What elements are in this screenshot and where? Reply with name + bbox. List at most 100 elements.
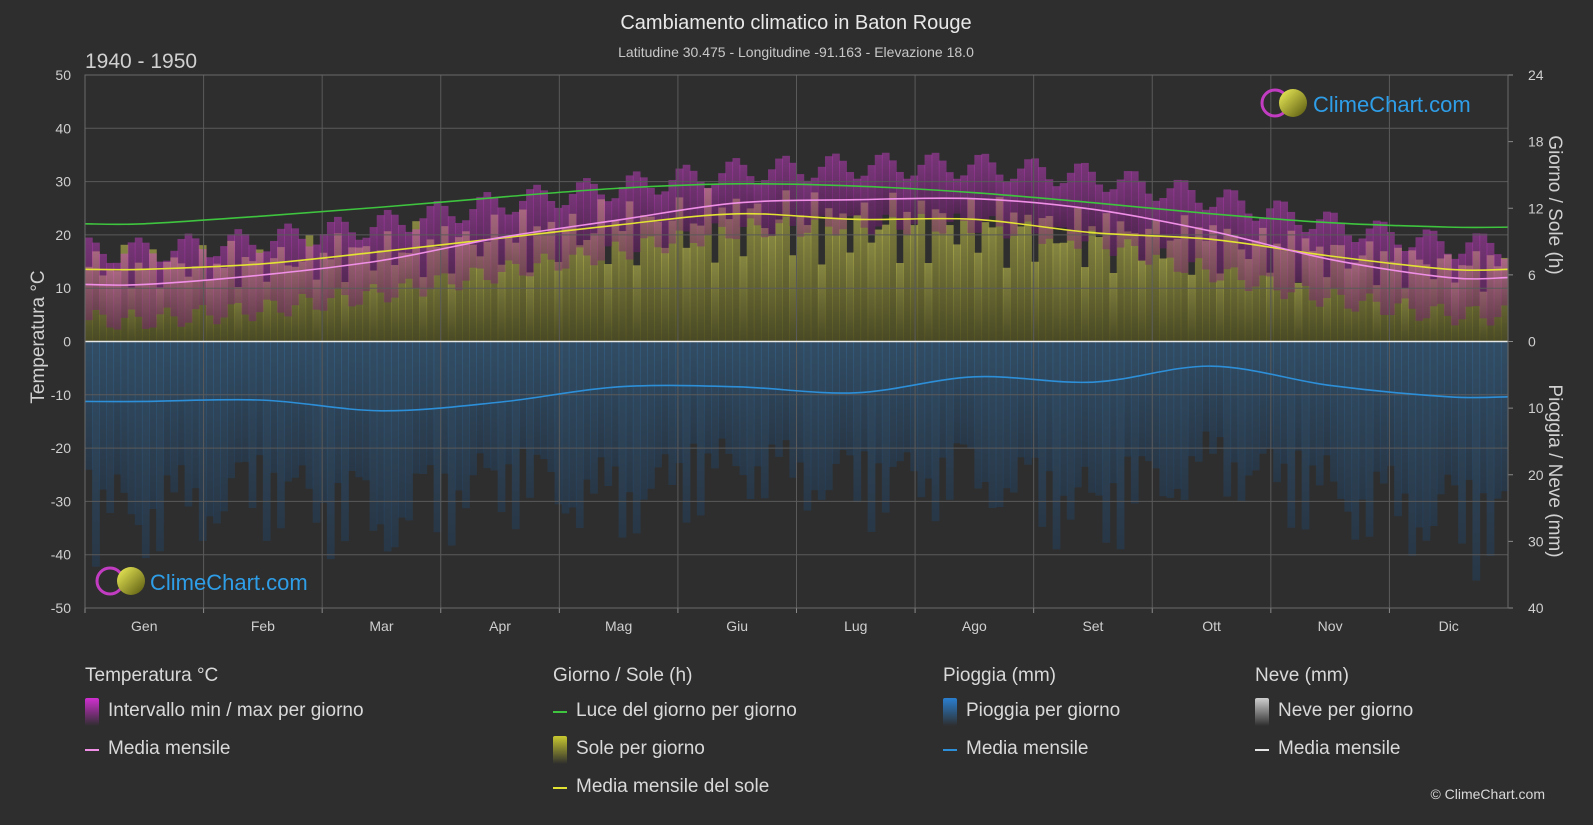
rain-day-bar	[1451, 341, 1459, 486]
rain-day-bar	[1130, 341, 1139, 504]
temp-range-day-bar	[113, 262, 122, 330]
month-label: Lug	[844, 618, 867, 634]
rain-day-bar	[1308, 341, 1317, 466]
rain-day-bar	[156, 341, 164, 552]
sun-day-bar	[1244, 259, 1253, 342]
legend-group: Neve (mm) Neve per giorno Media mensile	[1255, 665, 1413, 776]
temp-range-day-bar	[1422, 229, 1431, 319]
sun-day-bar	[1194, 227, 1203, 342]
temp-range-day-bar	[476, 196, 485, 269]
rain-day-bar	[1500, 341, 1509, 492]
rain-day-bar	[462, 341, 470, 509]
rain-day-bar	[632, 341, 641, 534]
temp-range-day-bar	[1443, 253, 1452, 316]
sun-day-bar	[647, 216, 655, 342]
sun-day-bar	[1372, 285, 1381, 342]
temp-range-day-bar	[454, 223, 463, 291]
rain-day-bar	[789, 341, 798, 478]
temp-range-day-bar	[1009, 178, 1018, 236]
temp-range-day-bar	[390, 214, 399, 298]
rain-day-bar	[881, 341, 890, 513]
sun-day-bar	[896, 263, 904, 342]
rain-day-bar	[888, 341, 897, 467]
rain-day-bar	[291, 341, 300, 478]
rain-day-bar	[810, 341, 819, 491]
rain-day-bar	[1351, 341, 1360, 540]
temp-range-day-bar	[248, 244, 257, 322]
rain-day-bar	[611, 341, 620, 467]
sun-day-bar	[561, 227, 570, 342]
sun-day-bar	[1180, 215, 1189, 342]
brand-logo-bottom[interactable]: ClimeChart.com	[95, 566, 308, 596]
temp-range-day-bar	[1280, 201, 1289, 300]
rain-day-bar	[661, 341, 670, 455]
temp-range-day-bar	[1194, 202, 1203, 259]
month-label: Gen	[131, 618, 157, 634]
sun-day-bar	[810, 192, 819, 342]
temp-range-day-bar	[789, 162, 798, 226]
logo-sun-icon	[117, 567, 145, 595]
sun-day-bar	[796, 215, 805, 342]
temp-range-day-bar	[682, 164, 691, 232]
rain-day-bar	[1294, 341, 1303, 451]
left-tick-label: 20	[55, 227, 71, 243]
sun-day-bar	[341, 282, 349, 342]
temp-range-day-bar	[1052, 186, 1061, 228]
temp-range-day-bar	[92, 242, 100, 310]
temp-range-day-bar	[383, 209, 392, 303]
sun-day-bar	[1266, 272, 1274, 342]
rain-day-bar	[768, 341, 776, 445]
month-label: Dic	[1439, 618, 1459, 634]
temp-range-day-bar	[1337, 222, 1345, 295]
temp-range-day-bar	[1394, 244, 1402, 304]
sun-day-bar	[1301, 238, 1310, 342]
rain-day-bar	[412, 341, 421, 474]
temp-range-day-bar	[205, 257, 214, 316]
temp-range-day-bar	[419, 218, 428, 297]
rain-day-bar	[1102, 341, 1111, 543]
temp-range-day-bar	[362, 237, 371, 292]
temp-range-day-bar	[625, 175, 634, 260]
sun-day-bar	[426, 239, 435, 342]
temp-range-day-bar	[896, 171, 904, 230]
brand-logo-top[interactable]: ClimeChart.com	[1260, 88, 1471, 118]
temp-range-day-bar	[888, 160, 897, 217]
sun-day-bar	[1429, 279, 1438, 342]
sun-day-bar	[888, 192, 897, 342]
rain-day-bar	[1052, 341, 1061, 550]
legend-item-label: Intervallo min / max per giorno	[108, 700, 364, 721]
temp-range-day-bar	[1173, 179, 1182, 272]
temp-range-day-bar	[1351, 242, 1360, 312]
temp-range-day-bar	[184, 233, 193, 323]
rain-day-bar	[832, 341, 840, 464]
legend-item-label: Sole per giorno	[576, 738, 705, 759]
legend-item-label: Media mensile del sole	[576, 776, 770, 797]
legend-group-title: Giorno / Sole (h)	[553, 665, 693, 686]
rain-day-bar	[1081, 341, 1089, 467]
rain-day-bar	[824, 341, 833, 491]
temp-range-day-bar	[974, 154, 983, 233]
month-label: Giu	[726, 618, 748, 634]
left-tick-label: 10	[55, 280, 71, 296]
sun-day-bar	[1123, 231, 1132, 342]
right-top-tick-label: 12	[1528, 200, 1544, 216]
temp-range-day-bar	[1002, 181, 1011, 239]
sun-day-bar	[1095, 237, 1104, 342]
temp-range-day-bar	[832, 153, 840, 236]
temp-range-day-bar	[127, 242, 136, 310]
temp-range-day-bar	[1145, 193, 1153, 265]
rain-day-bar	[1458, 341, 1466, 544]
rain-day-bar	[1230, 341, 1239, 463]
rain-day-bar	[746, 341, 755, 500]
brand-name-top: ClimeChart.com	[1313, 92, 1471, 117]
legend-line-swatch	[553, 787, 567, 789]
sun-day-bar	[618, 231, 627, 342]
sun-day-bar	[1152, 220, 1160, 342]
sun-day-bar	[1294, 282, 1303, 342]
sun-day-bar	[1059, 242, 1068, 342]
sun-day-bar	[447, 273, 456, 342]
rain-day-bar	[689, 341, 698, 444]
legend-item: Pioggia per giorno	[943, 698, 1120, 738]
rain-day-bar	[326, 341, 335, 560]
rain-day-bar	[533, 341, 541, 455]
